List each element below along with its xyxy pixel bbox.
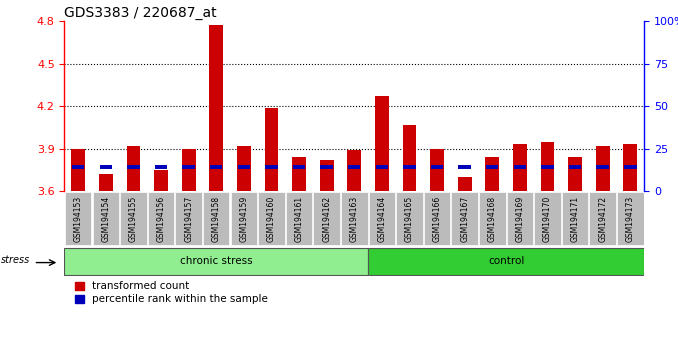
Bar: [569, 165, 581, 169]
Bar: [320, 160, 334, 191]
Bar: [154, 170, 168, 191]
Bar: [458, 177, 472, 191]
FancyBboxPatch shape: [176, 192, 202, 245]
Text: GSM194172: GSM194172: [598, 195, 607, 242]
Bar: [375, 96, 388, 191]
Bar: [72, 165, 85, 169]
Text: GDS3383 / 220687_at: GDS3383 / 220687_at: [64, 6, 217, 20]
Text: GSM194173: GSM194173: [626, 195, 635, 242]
FancyBboxPatch shape: [286, 192, 313, 245]
FancyBboxPatch shape: [258, 192, 285, 245]
Bar: [540, 142, 555, 191]
Text: GSM194170: GSM194170: [543, 195, 552, 242]
FancyBboxPatch shape: [589, 192, 616, 245]
Text: GSM194168: GSM194168: [487, 195, 497, 242]
FancyBboxPatch shape: [396, 192, 422, 245]
Bar: [486, 165, 498, 169]
Bar: [458, 165, 471, 169]
Text: GSM194156: GSM194156: [157, 195, 165, 242]
Bar: [514, 165, 526, 169]
Text: GSM194155: GSM194155: [129, 195, 138, 242]
Bar: [623, 144, 637, 191]
Text: GSM194159: GSM194159: [239, 195, 248, 242]
Bar: [182, 149, 195, 191]
FancyBboxPatch shape: [313, 192, 340, 245]
Text: GSM194157: GSM194157: [184, 195, 193, 242]
Bar: [182, 165, 195, 169]
Text: GSM194153: GSM194153: [74, 195, 83, 242]
FancyBboxPatch shape: [534, 192, 561, 245]
Text: GSM194163: GSM194163: [350, 195, 359, 242]
Legend: transformed count, percentile rank within the sample: transformed count, percentile rank withi…: [75, 281, 268, 304]
Bar: [99, 174, 113, 191]
Bar: [430, 149, 444, 191]
Bar: [596, 146, 610, 191]
FancyBboxPatch shape: [424, 192, 450, 245]
Bar: [541, 165, 554, 169]
Bar: [403, 165, 416, 169]
FancyBboxPatch shape: [203, 192, 229, 245]
Bar: [237, 165, 250, 169]
Text: GSM194166: GSM194166: [433, 195, 441, 242]
Bar: [155, 165, 167, 169]
Text: GSM194158: GSM194158: [212, 195, 221, 242]
Bar: [321, 165, 333, 169]
Bar: [210, 25, 223, 191]
FancyBboxPatch shape: [617, 192, 643, 245]
Bar: [403, 125, 416, 191]
Bar: [292, 157, 306, 191]
Bar: [513, 144, 527, 191]
Text: chronic stress: chronic stress: [180, 256, 252, 266]
Bar: [100, 165, 112, 169]
FancyBboxPatch shape: [93, 192, 119, 245]
Bar: [376, 165, 388, 169]
FancyBboxPatch shape: [369, 192, 395, 245]
FancyBboxPatch shape: [506, 192, 533, 245]
FancyBboxPatch shape: [65, 192, 92, 245]
Text: GSM194167: GSM194167: [460, 195, 469, 242]
Bar: [431, 165, 443, 169]
Bar: [348, 165, 361, 169]
FancyBboxPatch shape: [368, 247, 644, 275]
Bar: [597, 165, 609, 169]
Bar: [127, 146, 140, 191]
Bar: [485, 157, 499, 191]
Text: GSM194162: GSM194162: [322, 195, 331, 242]
Text: GSM194165: GSM194165: [405, 195, 414, 242]
Text: GSM194164: GSM194164: [378, 195, 386, 242]
Bar: [568, 157, 582, 191]
Bar: [347, 150, 361, 191]
Bar: [624, 165, 637, 169]
FancyBboxPatch shape: [148, 192, 174, 245]
Bar: [265, 165, 278, 169]
Text: GSM194169: GSM194169: [515, 195, 524, 242]
Text: GSM194154: GSM194154: [101, 195, 111, 242]
FancyBboxPatch shape: [231, 192, 257, 245]
Text: stress: stress: [1, 255, 31, 264]
Bar: [237, 146, 251, 191]
Bar: [210, 165, 222, 169]
Text: GSM194171: GSM194171: [571, 195, 580, 242]
FancyBboxPatch shape: [562, 192, 589, 245]
Bar: [264, 108, 279, 191]
Text: control: control: [488, 256, 524, 266]
FancyBboxPatch shape: [64, 247, 368, 275]
Text: GSM194161: GSM194161: [294, 195, 304, 242]
FancyBboxPatch shape: [341, 192, 367, 245]
Text: GSM194160: GSM194160: [267, 195, 276, 242]
Bar: [127, 165, 140, 169]
FancyBboxPatch shape: [479, 192, 506, 245]
Bar: [71, 149, 85, 191]
Bar: [293, 165, 305, 169]
FancyBboxPatch shape: [120, 192, 146, 245]
FancyBboxPatch shape: [452, 192, 478, 245]
